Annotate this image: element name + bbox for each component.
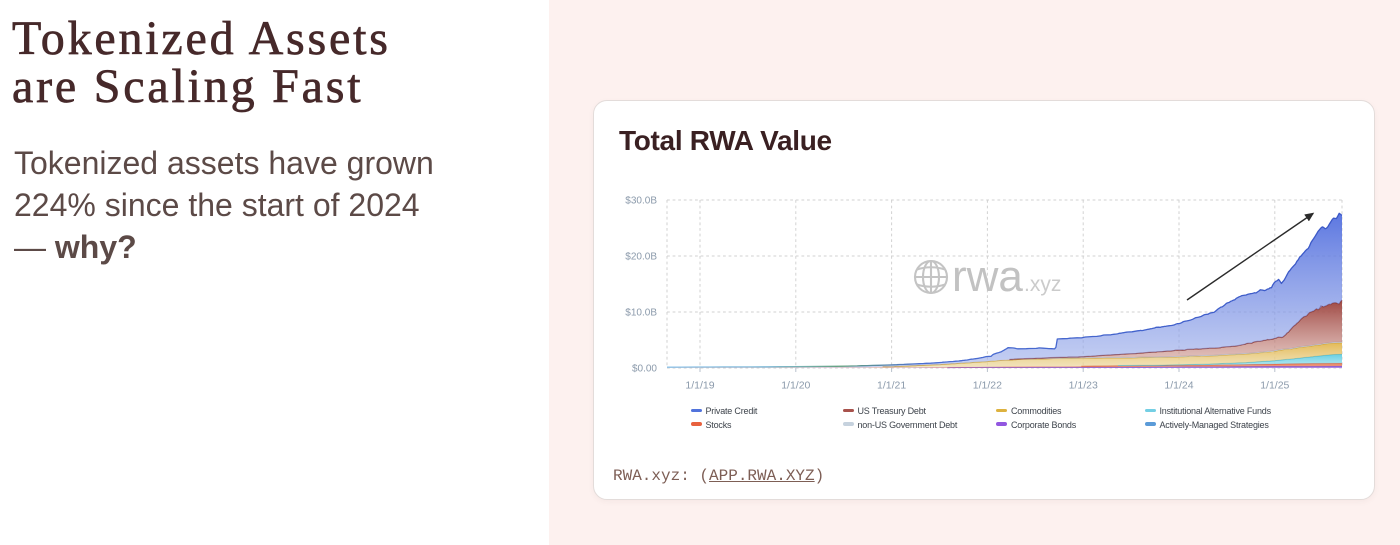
svg-text:$20.0B: $20.0B [625,252,657,263]
svg-text:1/1/23: 1/1/23 [1069,380,1098,392]
svg-text:1/1/22: 1/1/22 [973,380,1002,392]
svg-text:rwa: rwa [952,252,1023,301]
svg-text:1/1/19: 1/1/19 [685,380,714,392]
svg-text:$0.00: $0.00 [632,364,657,375]
svg-text:$10.0B: $10.0B [625,308,657,319]
svg-text:$30.0B: $30.0B [625,196,657,207]
svg-text:1/1/20: 1/1/20 [781,380,810,392]
svg-text:1/1/21: 1/1/21 [877,380,906,392]
svg-text:1/1/25: 1/1/25 [1260,380,1289,392]
svg-text:1/1/24: 1/1/24 [1164,380,1193,392]
svg-text:.xyz: .xyz [1024,273,1061,296]
